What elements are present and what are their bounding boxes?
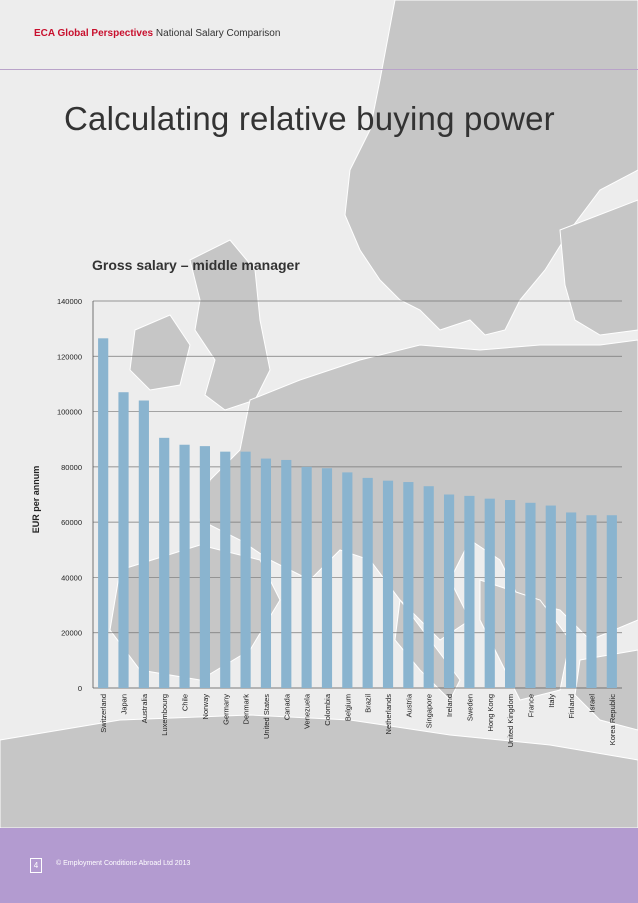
- page-title: Calculating relative buying power: [64, 100, 555, 137]
- y-tick-label: 120000: [57, 352, 82, 361]
- bar: [342, 472, 353, 688]
- bar: [98, 338, 109, 688]
- bar: [525, 502, 536, 688]
- bar: [260, 458, 272, 688]
- y-tick-label: 0: [78, 684, 82, 693]
- y-tick-label: 60000: [61, 518, 82, 527]
- y-tick-label: 40000: [61, 573, 82, 582]
- x-tick-label: Norway: [201, 694, 210, 720]
- x-tick-label: Singapore: [425, 694, 434, 728]
- bar: [159, 437, 170, 688]
- bar: [199, 446, 210, 688]
- x-tick-label: Brazil: [364, 694, 373, 713]
- page-footer: [0, 828, 638, 903]
- x-tick-label: Korea Republic: [608, 694, 617, 746]
- y-tick-label: 20000: [61, 629, 82, 638]
- bar: [464, 495, 475, 688]
- x-tick-label: Finland: [567, 694, 576, 719]
- bar: [321, 468, 333, 688]
- header-subtitle: National Salary Comparison: [155, 28, 281, 39]
- bar: [505, 500, 516, 688]
- x-tick-label: Chile: [181, 694, 190, 711]
- x-tick-label: Switzerland: [99, 694, 108, 733]
- page-header: ECA Global Perspectives National Salary …: [34, 28, 280, 39]
- bar: [403, 482, 414, 688]
- x-tick-label: Luxembourg: [160, 694, 169, 736]
- x-tick-label: Israel: [587, 694, 596, 713]
- y-tick-label: 80000: [61, 463, 82, 472]
- bar: [382, 480, 394, 688]
- x-tick-label: France: [526, 694, 535, 717]
- y-tick-label: 140000: [57, 297, 82, 306]
- bar: [545, 505, 556, 688]
- bar: [118, 392, 129, 688]
- bar: [586, 515, 597, 688]
- x-tick-label: Colombia: [323, 693, 332, 726]
- bar: [484, 498, 495, 688]
- x-tick-label: Canada: [282, 693, 291, 720]
- x-tick-label: Australia: [140, 693, 149, 723]
- x-tick-label: Ireland: [445, 694, 454, 717]
- x-tick-label: Japan: [120, 694, 129, 714]
- bar: [138, 400, 149, 688]
- brand-name: ECA Global Perspectives: [34, 28, 154, 39]
- bar: [281, 459, 292, 688]
- bar: [240, 451, 251, 688]
- x-tick-label: Hong Kong: [486, 694, 495, 732]
- bar: [220, 451, 231, 688]
- header-divider: [0, 69, 638, 70]
- x-tick-label: Austria: [404, 693, 413, 717]
- x-tick-label: Denmark: [242, 694, 251, 725]
- chart-title: Gross salary – middle manager: [92, 257, 300, 273]
- bar: [362, 477, 373, 688]
- page-number: 4: [30, 858, 42, 873]
- copyright-notice: © Employment Conditions Abroad Ltd 2013: [56, 860, 191, 867]
- x-tick-label: Italy: [547, 694, 556, 708]
- x-tick-label: Belgium: [343, 694, 352, 721]
- y-axis-label: EUR per annum: [31, 466, 41, 534]
- bar: [606, 515, 617, 688]
- bar: [566, 512, 577, 688]
- bar: [443, 494, 455, 688]
- x-tick-label: Sweden: [465, 694, 474, 721]
- x-tick-label: Netherlands: [384, 694, 393, 735]
- x-tick-label: Venezuela: [303, 693, 312, 729]
- salary-bar-chart: 0 20000 40000 60000 80000 100000 120000 140000 E…: [31, 297, 622, 747]
- x-tick-label: Germany: [221, 694, 230, 725]
- bar: [301, 466, 312, 688]
- x-tick-label: United States: [262, 694, 271, 739]
- bar: [179, 444, 190, 688]
- y-tick-label: 100000: [57, 408, 82, 417]
- x-tick-label: United Kingdom: [506, 694, 515, 747]
- bar: [423, 486, 434, 688]
